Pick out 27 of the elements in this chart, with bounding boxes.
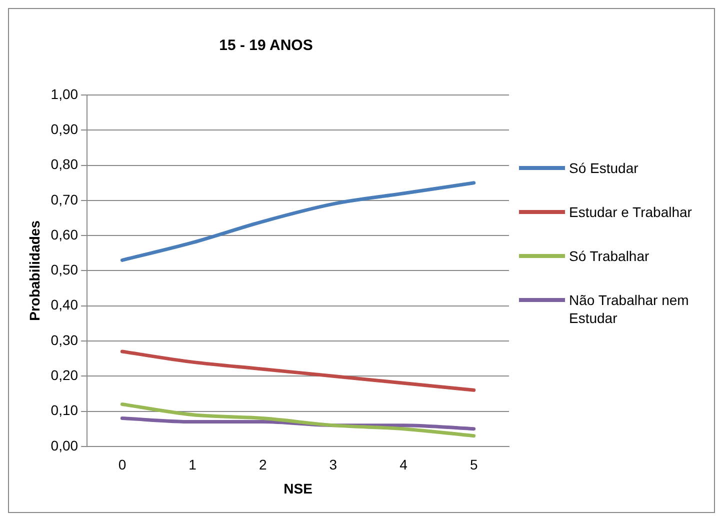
y-tick-label: 0,10 [50, 402, 78, 418]
y-tick-label: 0,90 [50, 121, 78, 137]
y-axis-title: Probabilidades [26, 220, 42, 321]
y-tick-label: 1,00 [50, 86, 78, 102]
x-axis-title: NSE [284, 480, 312, 496]
x-tick-label: 2 [258, 456, 267, 473]
line-series [120, 350, 476, 392]
x-tick-label: 5 [470, 456, 478, 473]
x-tick-label: 1 [188, 456, 197, 473]
y-tick-label: 0,70 [50, 191, 78, 208]
line-series [120, 402, 476, 438]
y-tick-label: 0,40 [50, 296, 78, 313]
legend-label: Só Estudar [569, 159, 638, 177]
y-tick-label: 0,60 [50, 226, 78, 242]
x-tick-label: 3 [329, 456, 338, 473]
x-tick-label: 4 [400, 456, 408, 473]
y-tick-label: 0,30 [50, 332, 78, 348]
line-series [120, 181, 476, 262]
x-tick-label: 0 [118, 456, 126, 473]
chart-title: 15 - 19 ANOS [219, 37, 313, 54]
legend-label: Não Trabalhar nem Estudar [569, 291, 690, 327]
y-tick-label: 0,00 [50, 437, 78, 454]
y-tick-label: 0,20 [50, 366, 78, 383]
legend-label: Só Trabalhar [569, 247, 650, 265]
y-tick-label: 0,50 [50, 262, 78, 278]
y-tick-label: 0,80 [50, 156, 78, 172]
legend-label: Estudar e Trabalhar [569, 203, 692, 221]
